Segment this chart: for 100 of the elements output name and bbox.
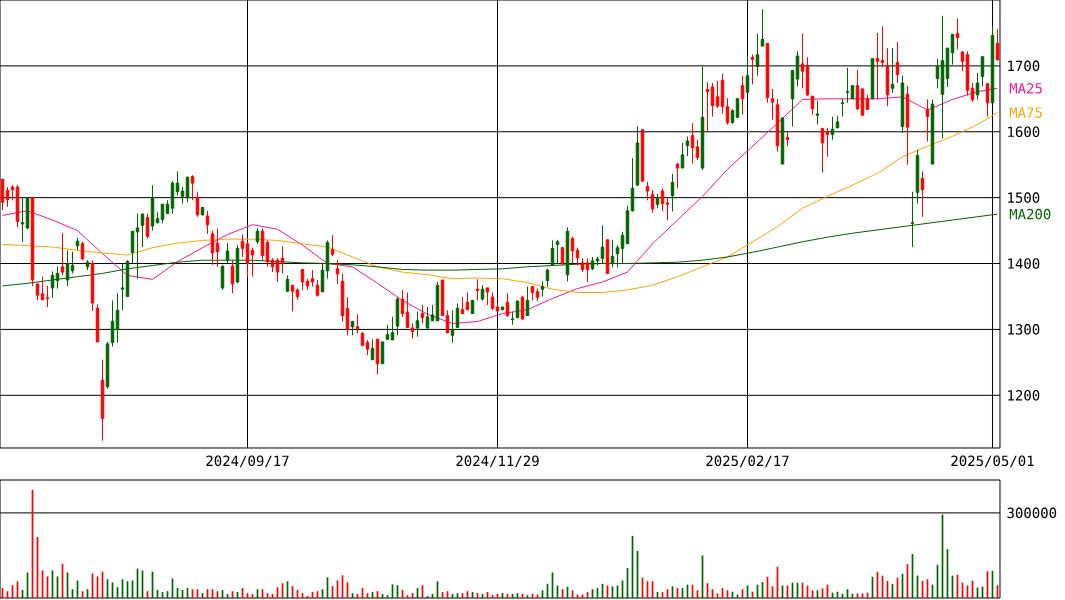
- candlestick: [580, 257, 585, 273]
- candlestick: [535, 288, 540, 302]
- candlestick: [385, 324, 390, 341]
- candlestick: [20, 197, 25, 243]
- candlestick: [835, 115, 840, 129]
- candlestick: [460, 296, 465, 315]
- candlestick: [610, 239, 615, 268]
- candlestick: [485, 287, 490, 306]
- candlestick: [750, 54, 755, 85]
- candlestick: [595, 256, 600, 266]
- candlestick: [495, 302, 500, 313]
- candlestick: [240, 234, 245, 258]
- candlestick: [890, 47, 895, 94]
- candlestick: [205, 210, 210, 235]
- candlestick: [280, 245, 285, 274]
- candlestick: [355, 313, 360, 334]
- candlestick: [510, 311, 515, 326]
- candlestick: [190, 174, 195, 201]
- candlestick: [570, 236, 575, 265]
- candlestick: [615, 244, 620, 268]
- candlestick: [585, 257, 590, 283]
- candlestick: [740, 75, 745, 116]
- candlestick: [115, 292, 120, 344]
- candlestick: [600, 224, 605, 265]
- candlestick: [365, 339, 370, 356]
- y-tick-label: 300000: [1007, 507, 1057, 519]
- candlestick: [100, 359, 105, 442]
- candlestick: [40, 276, 45, 301]
- candlestick: [310, 269, 315, 288]
- candlestick: [655, 193, 660, 209]
- candlestick: [820, 127, 825, 174]
- candlestick: [155, 211, 160, 224]
- candlestick: [450, 309, 455, 344]
- candlestick: [630, 157, 635, 212]
- candlestick: [500, 306, 505, 311]
- candlestick: [75, 237, 80, 251]
- candlestick: [905, 85, 910, 166]
- candlestick: [955, 17, 960, 50]
- x-tick-label: 2025/02/17: [706, 455, 789, 468]
- candlestick: [690, 122, 695, 164]
- candlestick: [415, 311, 420, 338]
- candlestick: [680, 142, 685, 169]
- candlestick: [670, 173, 675, 212]
- candlestick: [760, 8, 765, 47]
- candlestick: [960, 50, 965, 72]
- candlestick: [140, 212, 145, 248]
- candlestick: [290, 284, 295, 313]
- series-label: MA200: [1009, 208, 1051, 220]
- candlestick: [110, 299, 115, 348]
- candlestick: [925, 98, 930, 143]
- candlestick: [845, 67, 850, 104]
- candlestick: [390, 316, 395, 341]
- candlestick: [800, 33, 805, 89]
- y-tick-label: 1300: [1008, 324, 1040, 335]
- candlestick: [540, 280, 545, 297]
- y-tick-label: 1400: [1008, 258, 1040, 269]
- candlestick: [350, 320, 355, 336]
- candlestick: [685, 135, 690, 157]
- x-tick-label: 2025/05/01: [951, 455, 1034, 468]
- candlestick: [675, 162, 680, 189]
- candlestick: [330, 234, 335, 257]
- candlestick: [575, 247, 580, 266]
- candlestick: [405, 292, 410, 329]
- candlestick: [475, 278, 480, 301]
- candlestick: [70, 251, 75, 274]
- x-tick-label: 2024/09/17: [206, 455, 289, 468]
- candlestick: [815, 100, 820, 126]
- candlestick: [620, 231, 625, 265]
- candlestick: [10, 184, 15, 201]
- candlestick: [975, 72, 980, 100]
- candlestick: [920, 170, 925, 218]
- candlestick: [715, 80, 720, 109]
- candlestick: [840, 98, 845, 118]
- candlestick: [645, 181, 650, 201]
- candlestick: [180, 186, 185, 205]
- candlestick: [665, 196, 670, 221]
- y-tick-label: 1700: [1008, 60, 1040, 72]
- candlestick: [895, 41, 900, 84]
- candlestick: [420, 304, 425, 324]
- candlestick: [225, 242, 230, 265]
- candlestick: [410, 322, 415, 340]
- candlestick: [770, 88, 775, 121]
- candlestick: [705, 81, 710, 133]
- y-tick-label: 1500: [1008, 192, 1040, 203]
- candlestick: [940, 15, 945, 139]
- candlestick: [425, 306, 430, 329]
- candlestick: [215, 228, 220, 268]
- candlestick: [335, 259, 340, 285]
- candlestick: [785, 131, 790, 147]
- y-tick-label: 1200: [1008, 390, 1040, 401]
- candlestick: [45, 285, 50, 308]
- candlestick: [880, 25, 885, 68]
- candlestick: [175, 170, 180, 197]
- candlestick: [430, 304, 435, 322]
- candlestick: [825, 127, 830, 158]
- candlestick: [305, 278, 310, 291]
- candlestick: [555, 239, 560, 265]
- x-tick-label: 2024/11/29: [456, 455, 539, 468]
- series-label: MA75: [1009, 107, 1042, 118]
- series-label: MA25: [1009, 82, 1042, 94]
